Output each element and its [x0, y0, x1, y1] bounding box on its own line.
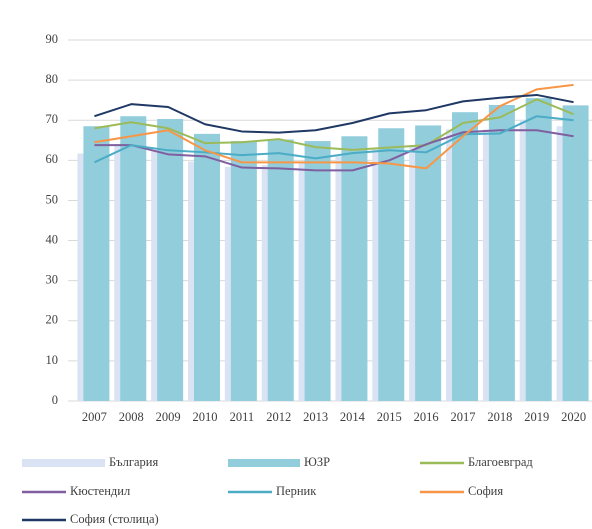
- x-tick-label: 2007: [82, 410, 107, 424]
- legend-swatch: [22, 459, 105, 467]
- x-tick-label: 2009: [156, 410, 181, 424]
- y-tick-label: 0: [52, 393, 58, 407]
- x-tick-label: 2011: [230, 410, 255, 424]
- bar: [488, 104, 515, 401]
- bar: [378, 128, 405, 401]
- line: [94, 83, 574, 170]
- line: [94, 93, 574, 134]
- line: [94, 129, 574, 172]
- legend-label: България: [109, 455, 158, 469]
- y-tick-label: 20: [46, 313, 59, 327]
- x-tick-label: 2014: [340, 410, 366, 424]
- bar: [230, 141, 257, 401]
- legend-label: Благоевград: [468, 455, 533, 469]
- bar: [83, 126, 110, 401]
- y-tick-label: 40: [46, 232, 59, 246]
- x-tick-label: 2019: [524, 410, 549, 424]
- x-tick-label: 2017: [451, 410, 476, 424]
- legend-label: ЮЗР: [304, 455, 330, 469]
- x-tick-label: 2008: [119, 410, 144, 424]
- y-tick-label: 70: [46, 112, 59, 126]
- y-tick-label: 50: [46, 192, 59, 206]
- bar: [194, 133, 220, 402]
- x-tick-label: 2018: [487, 410, 512, 424]
- y-tick-label: 80: [46, 72, 59, 86]
- x-tick-label: 2010: [193, 410, 218, 424]
- bar: [120, 116, 147, 401]
- legend-label: Кюстендил: [70, 484, 130, 498]
- y-tick-label: 90: [46, 32, 59, 46]
- x-tick-label: 2013: [303, 410, 328, 424]
- bar: [562, 105, 589, 402]
- x-tick-label: 2016: [414, 410, 439, 424]
- line: [94, 98, 574, 151]
- legend-swatch: [228, 459, 300, 467]
- bar: [415, 125, 442, 401]
- y-tick-label: 30: [46, 273, 59, 287]
- legend-label: София (столица): [70, 512, 159, 526]
- x-tick-label: 2020: [561, 410, 586, 424]
- bar: [304, 141, 331, 401]
- bar: [157, 119, 184, 401]
- legend-label: София: [468, 484, 503, 498]
- line: [94, 115, 574, 164]
- legend-label: Перник: [276, 484, 317, 498]
- bar: [525, 98, 552, 402]
- bar: [452, 112, 478, 401]
- x-tick-label: 2015: [377, 410, 402, 424]
- y-tick-label: 60: [46, 152, 59, 166]
- bar: [341, 136, 368, 401]
- y-tick-label: 10: [46, 353, 59, 367]
- x-tick-label: 2012: [266, 410, 291, 424]
- bar: [267, 139, 294, 401]
